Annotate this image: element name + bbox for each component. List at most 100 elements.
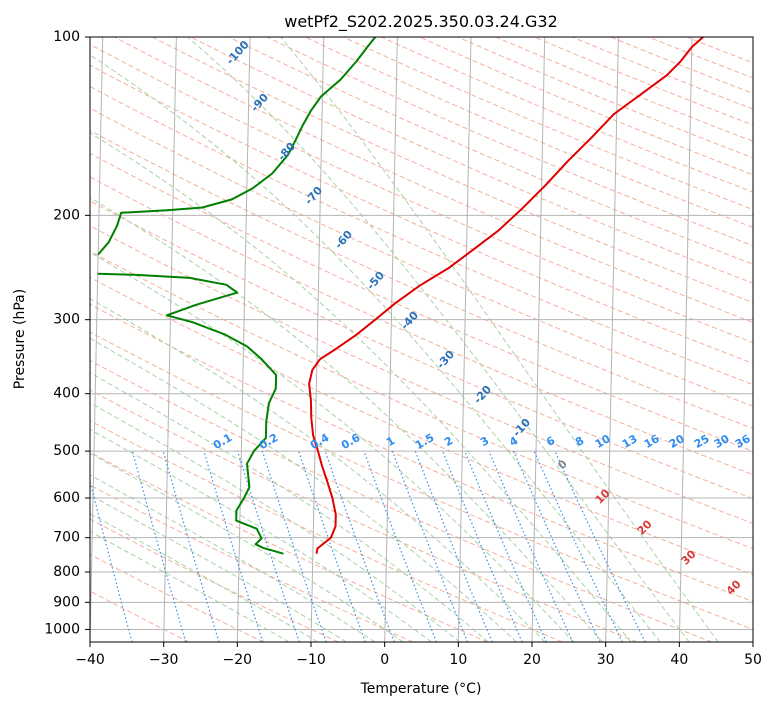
moist-adiabat-line bbox=[90, 197, 603, 642]
mixing-ratio-line bbox=[324, 450, 395, 642]
dry-adiabat-line bbox=[456, 37, 753, 159]
y-tick-label: 200 bbox=[53, 207, 80, 223]
background-lines bbox=[90, 37, 753, 642]
dry-adiabat-line bbox=[418, 37, 753, 176]
mixing-ratio-line bbox=[488, 450, 574, 642]
dry-adiabat-line bbox=[532, 37, 753, 126]
dry-adiabat-line bbox=[90, 303, 753, 603]
dry-adiabat-label: -20 bbox=[471, 383, 494, 407]
line-labels: -100-90-80-70-60-50-40-30-20-100.1 0.2 0.4… bbox=[211, 38, 753, 598]
dry-adiabat-line bbox=[90, 85, 753, 386]
isotherm-line bbox=[457, 37, 472, 642]
chart-title: wetPf2_S202.2025.350.03.24.G32 bbox=[284, 12, 558, 32]
mixing-ratio-line bbox=[131, 450, 187, 642]
moist-adiabat-line bbox=[90, 298, 546, 642]
dry-adiabat-line bbox=[90, 360, 712, 642]
mixing-ratio-label: 1.5 bbox=[413, 431, 436, 452]
isotherm-line bbox=[752, 618, 753, 642]
x-tick-label: 50 bbox=[744, 652, 762, 668]
x-tick-label: 30 bbox=[597, 652, 615, 668]
mixing-ratio-label: 0.2 bbox=[257, 431, 280, 452]
mixing-ratio-label: 3 bbox=[478, 434, 491, 449]
mixing-ratio-line bbox=[237, 450, 300, 642]
y-tick-label: 100 bbox=[53, 29, 80, 45]
moist-adiabat-line bbox=[90, 513, 319, 642]
dry-adiabat-line bbox=[265, 37, 753, 247]
profile-lines bbox=[97, 37, 704, 555]
y-tick-label: 800 bbox=[53, 564, 80, 580]
dry-adiabat-line bbox=[90, 152, 753, 452]
dry-adiabat-line bbox=[90, 389, 638, 642]
dry-adiabat-label: -70 bbox=[302, 184, 325, 208]
mixing-ratio-line bbox=[464, 450, 547, 642]
dry-adiabat-line bbox=[90, 331, 753, 630]
dry-adiabat-line bbox=[90, 176, 753, 476]
moist-adiabat-line bbox=[90, 494, 347, 642]
dry-adiabat-line bbox=[90, 590, 190, 642]
x-tick-label: 20 bbox=[523, 652, 541, 668]
isotherm-line bbox=[605, 37, 619, 642]
dry-adiabat-line bbox=[342, 37, 753, 211]
moist-adiabat-line bbox=[90, 132, 632, 642]
y-axis-title: Pressure (hPa) bbox=[12, 289, 28, 389]
dry-adiabat-line bbox=[113, 37, 753, 323]
moist-adiabat-line bbox=[280, 37, 719, 642]
dry-adiabat-line bbox=[90, 107, 753, 407]
mixing-ratio-line bbox=[297, 450, 366, 642]
isotherm-line bbox=[90, 37, 104, 642]
y-tick-label: 400 bbox=[53, 386, 80, 402]
dry-adiabat-label: -60 bbox=[332, 228, 355, 252]
moist-adiabat-label: 0 bbox=[555, 457, 570, 472]
dry-adiabat-line bbox=[90, 276, 753, 576]
dewpoint-upper-line bbox=[97, 37, 377, 256]
mixing-ratio-label: 36 bbox=[733, 432, 753, 451]
dry-adiabat-line bbox=[151, 37, 753, 304]
dry-adiabat-label: -30 bbox=[434, 348, 457, 372]
x-tick-label: −40 bbox=[75, 652, 105, 668]
dewpoint-line bbox=[97, 272, 284, 555]
mixing-ratio-line bbox=[162, 450, 220, 642]
axis-ticks: −40 −30 −20 −10 0 10 20 30 40 5010020030040050060… bbox=[44, 29, 762, 668]
isotherm-line bbox=[236, 37, 251, 642]
moist-adiabat-line bbox=[90, 337, 517, 642]
mixing-ratio-label: 13 bbox=[620, 432, 640, 451]
x-axis-title: Temperature (°C) bbox=[360, 681, 482, 697]
mixing-ratio-line bbox=[363, 450, 437, 642]
dry-adiabat-line bbox=[303, 37, 753, 228]
dry-adiabat-line bbox=[90, 64, 753, 364]
mixing-ratio-label: 30 bbox=[712, 432, 732, 451]
dry-adiabat-line bbox=[90, 225, 753, 524]
moist-adiabat-line bbox=[90, 452, 404, 642]
x-tick-label: 10 bbox=[449, 652, 467, 668]
y-tick-label: 300 bbox=[53, 312, 80, 328]
moist-adiabat-line bbox=[90, 251, 574, 642]
x-tick-label: −30 bbox=[149, 652, 179, 668]
moist-adiabat-label: 40 bbox=[724, 577, 744, 597]
mixing-ratio-line bbox=[391, 450, 469, 642]
dry-adiabat-line bbox=[90, 420, 563, 642]
y-tick-label: 700 bbox=[53, 530, 80, 546]
isotherm-line bbox=[163, 37, 177, 642]
moist-adiabat-line bbox=[187, 37, 690, 642]
y-tick-label: 1000 bbox=[44, 621, 80, 637]
isotherm-line bbox=[531, 37, 546, 642]
dry-adiabat-line bbox=[647, 37, 753, 79]
dry-adiabat-line bbox=[90, 553, 264, 642]
x-tick-label: 40 bbox=[670, 652, 688, 668]
x-tick-label: −10 bbox=[296, 652, 326, 668]
isotherm-line bbox=[310, 37, 325, 642]
plot-frame bbox=[89, 36, 754, 643]
dry-adiabat-label: -100 bbox=[224, 38, 252, 67]
x-tick-label: −20 bbox=[223, 652, 253, 668]
dry-adiabat-line bbox=[90, 484, 414, 642]
mixing-ratio-line bbox=[513, 450, 601, 642]
dry-adiabat-line bbox=[90, 250, 753, 550]
dry-adiabat-line bbox=[685, 37, 753, 64]
mixing-ratio-label: 8 bbox=[573, 434, 586, 449]
mixing-ratio-label: 1 bbox=[384, 434, 397, 449]
mixing-ratio-line bbox=[442, 450, 523, 642]
dry-adiabat-line bbox=[90, 518, 339, 642]
moist-adiabat-line bbox=[90, 428, 432, 642]
